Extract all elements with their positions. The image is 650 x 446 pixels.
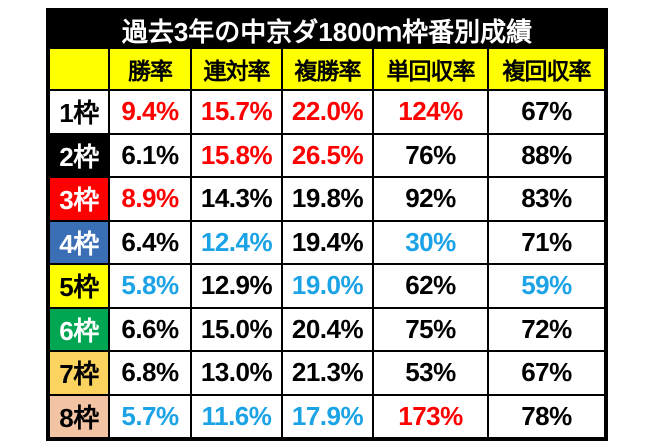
value-cell-r6c2: 15.0% xyxy=(192,308,281,350)
value-cell-r7c4: 53% xyxy=(374,352,487,394)
row-label-1: 1枠 xyxy=(50,91,108,133)
value-cell-r3c2: 14.3% xyxy=(192,178,281,220)
header-cell-4: 単回収率 xyxy=(374,49,487,89)
value-cell-r5c4: 62% xyxy=(374,265,487,307)
row-label-8: 8枠 xyxy=(50,395,108,437)
value-cell-r4c4: 30% xyxy=(374,221,487,263)
value-cell-r1c1: 9.4% xyxy=(110,91,190,133)
table-title: 過去3年の中京ダ1800ｍ枠番別成績 xyxy=(50,12,604,49)
value-cell-r4c5: 71% xyxy=(489,221,604,263)
value-cell-r2c2: 15.8% xyxy=(192,134,281,176)
stats-table: 過去3年の中京ダ1800ｍ枠番別成績 勝率 連対率 複勝率 単回収率 複回収率 1枠 9.4… xyxy=(46,8,608,441)
value-cell-r3c5: 83% xyxy=(489,178,604,220)
value-cell-r2c1: 6.1% xyxy=(110,134,190,176)
value-cell-r7c2: 13.0% xyxy=(192,352,281,394)
value-cell-r4c2: 12.4% xyxy=(192,221,281,263)
value-cell-r8c3: 17.9% xyxy=(283,395,372,437)
value-cell-r2c3: 26.5% xyxy=(283,134,372,176)
value-cell-r7c1: 6.8% xyxy=(110,352,190,394)
row-label-6: 6枠 xyxy=(50,308,108,350)
value-cell-r8c4: 173% xyxy=(374,395,487,437)
value-cell-r4c3: 19.4% xyxy=(283,221,372,263)
row-label-4: 4枠 xyxy=(50,221,108,263)
value-cell-r6c3: 20.4% xyxy=(283,308,372,350)
header-cell-5: 複回収率 xyxy=(489,49,604,89)
value-cell-r2c5: 88% xyxy=(489,134,604,176)
header-cell-1: 勝率 xyxy=(110,49,190,89)
row-label-7: 7枠 xyxy=(50,352,108,394)
header-cell-3: 複勝率 xyxy=(283,49,372,89)
value-cell-r2c4: 76% xyxy=(374,134,487,176)
value-cell-r5c1: 5.8% xyxy=(110,265,190,307)
header-cell-2: 連対率 xyxy=(192,49,281,89)
value-cell-r8c1: 5.7% xyxy=(110,395,190,437)
row-label-5: 5枠 xyxy=(50,265,108,307)
value-cell-r3c3: 19.8% xyxy=(283,178,372,220)
value-cell-r4c1: 6.4% xyxy=(110,221,190,263)
value-cell-r7c3: 21.3% xyxy=(283,352,372,394)
value-cell-r7c5: 67% xyxy=(489,352,604,394)
value-cell-r8c2: 11.6% xyxy=(192,395,281,437)
row-label-3: 3枠 xyxy=(50,178,108,220)
value-cell-r6c4: 75% xyxy=(374,308,487,350)
value-cell-r5c5: 59% xyxy=(489,265,604,307)
value-cell-r6c1: 6.6% xyxy=(110,308,190,350)
value-cell-r8c5: 78% xyxy=(489,395,604,437)
value-cell-r5c2: 12.9% xyxy=(192,265,281,307)
value-cell-r5c3: 19.0% xyxy=(283,265,372,307)
value-cell-r1c5: 67% xyxy=(489,91,604,133)
header-corner-cell xyxy=(50,49,108,89)
value-cell-r1c4: 124% xyxy=(374,91,487,133)
value-cell-r6c5: 72% xyxy=(489,308,604,350)
value-cell-r3c1: 8.9% xyxy=(110,178,190,220)
value-cell-r1c3: 22.0% xyxy=(283,91,372,133)
stats-grid: 勝率 連対率 複勝率 単回収率 複回収率 1枠 9.4% 15.7% 22.0% 124% 67% 2… xyxy=(50,49,604,437)
value-cell-r1c2: 15.7% xyxy=(192,91,281,133)
row-label-2: 2枠 xyxy=(50,134,108,176)
value-cell-r3c4: 92% xyxy=(374,178,487,220)
